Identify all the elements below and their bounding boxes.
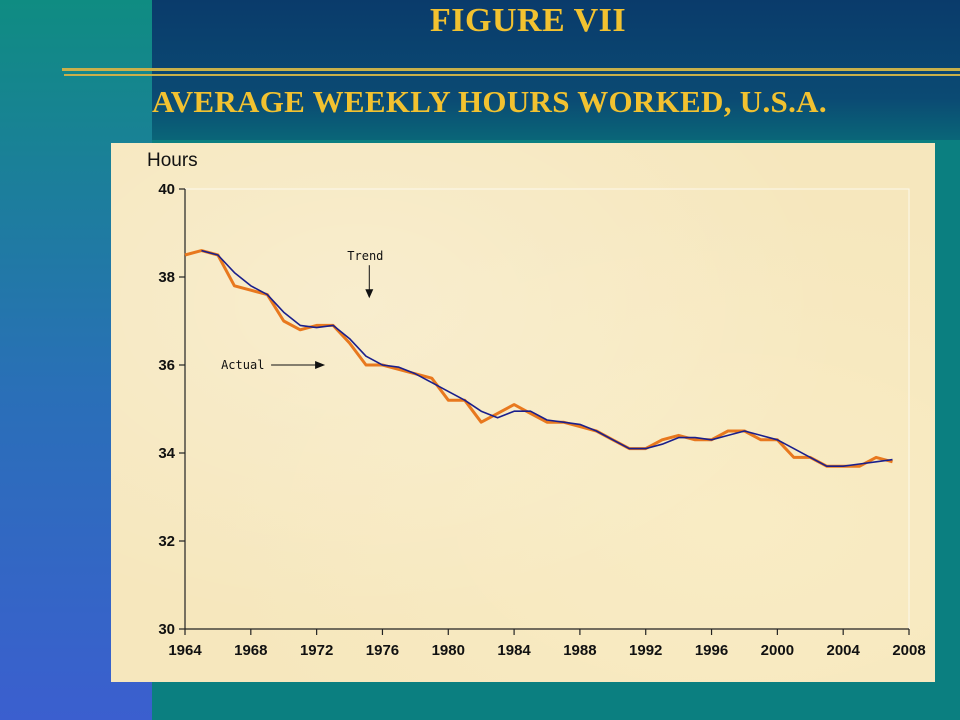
- x-tick-label: 1968: [234, 642, 267, 659]
- header-rule-thin: [64, 74, 960, 76]
- x-tick-label: 1996: [695, 642, 728, 659]
- x-tick-label: 2008: [892, 642, 925, 659]
- y-tick-label: 30: [158, 621, 175, 638]
- plot-area: [184, 188, 910, 630]
- x-tick-label: 1972: [300, 642, 333, 659]
- annotation-actual-arrowhead: [315, 361, 326, 369]
- x-tick-label: 1988: [563, 642, 596, 659]
- annotation-actual-label: Actual: [221, 358, 264, 372]
- annotation-trend-label: Trend: [347, 249, 383, 263]
- series-line-trend: [201, 249, 893, 467]
- figure-subtitle: AVERAGE WEEKLY HOURS WORKED, U.S.A.: [152, 84, 827, 119]
- x-tick-label: 1980: [432, 642, 465, 659]
- x-tick-label: 1984: [497, 642, 531, 659]
- line-chart: Hours 30 32 34 36 38 40 1964 1968 1972 1976 1980 19…: [147, 150, 926, 659]
- annotations: Trend Actual: [221, 249, 383, 372]
- x-tick-label: 2004: [826, 642, 860, 659]
- figure-title: FIGURE VII: [430, 2, 627, 39]
- ticks: 30 32 34 36 38 40 1964 1968 1972 1976 1980 1984 1988…: [158, 181, 925, 659]
- y-tick-label: 40: [158, 181, 175, 198]
- x-tick-label: 1976: [366, 642, 399, 659]
- x-tick-label: 2000: [761, 642, 794, 659]
- axes: [184, 188, 910, 630]
- chart-panel: Hours 30 32 34 36 38 40 1964 1968 1972 1976 1980 19…: [111, 143, 935, 682]
- y-tick-label: 32: [158, 533, 175, 550]
- x-tick-label: 1964: [168, 642, 202, 659]
- y-tick-label: 38: [158, 269, 175, 286]
- y-tick-label: 34: [158, 445, 175, 462]
- header-rule: [62, 68, 960, 71]
- series: [184, 249, 893, 468]
- x-tick-label: 1992: [629, 642, 662, 659]
- y-axis-label: Hours: [147, 150, 198, 171]
- series-line-actual: [184, 249, 893, 468]
- annotation-trend-arrowhead: [365, 289, 374, 299]
- y-tick-label: 36: [158, 357, 175, 374]
